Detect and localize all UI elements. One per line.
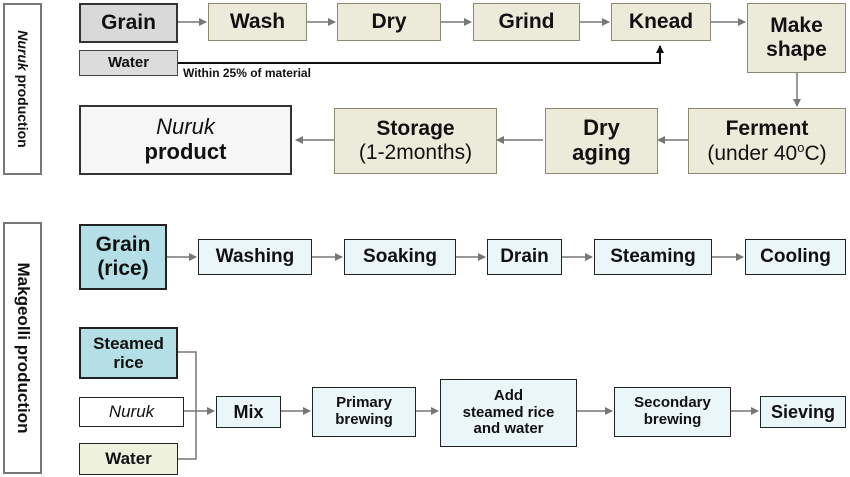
ferment-box: Ferment (under 40oC) <box>688 108 846 174</box>
steamed-rice-line1: Steamed <box>93 333 164 353</box>
secondary-brewing-box: Secondary brewing <box>614 387 731 437</box>
dry-aging-line1: Dry <box>583 115 620 141</box>
sieving-box: Sieving <box>760 396 846 428</box>
primary-brewing-box: Primary brewing <box>312 387 416 437</box>
water-label: Water <box>107 53 150 71</box>
washing-label: Washing <box>215 246 295 268</box>
dry-aging-box: Dry aging <box>545 108 658 174</box>
primary-line1: Primary <box>336 394 392 412</box>
nuruk-production-label: Nuruk production <box>3 3 42 175</box>
ferment-line1: Ferment <box>725 116 809 140</box>
nuruk-product-box: Nuruk product <box>79 105 292 175</box>
storage-line1: Storage <box>376 117 455 141</box>
knead-label: Knead <box>628 10 694 34</box>
mix-label: Mix <box>233 401 264 422</box>
dry-box: Dry <box>337 3 441 41</box>
grain-rice-line2: (rice) <box>97 257 149 280</box>
soaking-label: Soaking <box>363 246 437 268</box>
arrow-water-knead <box>178 45 664 64</box>
cooling-box: Cooling <box>745 239 846 275</box>
nuruk-product-line1: Nuruk <box>156 114 215 140</box>
steaming-box: Steaming <box>594 239 712 275</box>
water-input-box: Water <box>79 443 178 475</box>
add-line3: and water <box>473 420 544 438</box>
storage-line2: (1-2months) <box>358 141 473 164</box>
ferment-line2: (under 40oC) <box>707 139 827 165</box>
water-note: Within 25% of material <box>183 66 311 80</box>
makgeolli-production-label: Makgeolli production <box>3 222 42 474</box>
dry-aging-line2: aging <box>572 140 631 165</box>
primary-line2: brewing <box>335 411 393 428</box>
add-line1: Add <box>493 386 524 404</box>
steaming-label: Steaming <box>610 246 696 268</box>
steamed-rice-box: Steamed rice <box>79 327 178 379</box>
drain-box: Drain <box>487 239 562 275</box>
grain-rice-line1: Grain <box>95 233 151 257</box>
add-line2: steamed rice <box>462 403 555 421</box>
mix-box: Mix <box>216 396 281 428</box>
grain-box: Grain <box>79 3 178 43</box>
make-shape-box: Make shape <box>747 3 846 73</box>
grind-box: Grind <box>473 3 580 41</box>
add-steamed-rice-box: Add steamed rice and water <box>440 379 577 447</box>
drain-label: Drain <box>500 246 549 268</box>
steamed-rice-line2: rice <box>113 353 144 372</box>
make-shape-line1: Make <box>770 14 823 38</box>
grain-rice-box: Grain (rice) <box>79 224 167 290</box>
storage-box: Storage (1-2months) <box>334 108 497 174</box>
merge-bracket <box>178 351 197 460</box>
washing-box: Washing <box>198 239 312 275</box>
grind-label: Grind <box>498 10 555 34</box>
nuruk-product-line2: product <box>144 139 227 164</box>
sieving-label: Sieving <box>770 401 836 422</box>
cooling-label: Cooling <box>760 246 831 268</box>
secondary-line1: Secondary <box>634 394 711 412</box>
dry-label: Dry <box>371 10 407 34</box>
nuruk-box: Nuruk <box>79 397 184 427</box>
make-shape-line2: shape <box>766 38 827 61</box>
nuruk-label: Nuruk <box>108 402 155 422</box>
grain-label: Grain <box>101 11 156 35</box>
wash-label: Wash <box>229 10 286 34</box>
water-box: Water <box>79 50 178 76</box>
knead-box: Knead <box>611 3 711 41</box>
wash-box: Wash <box>208 3 307 41</box>
secondary-line2: brewing <box>643 411 702 428</box>
water-input-label: Water <box>105 449 152 469</box>
soaking-box: Soaking <box>344 239 456 275</box>
